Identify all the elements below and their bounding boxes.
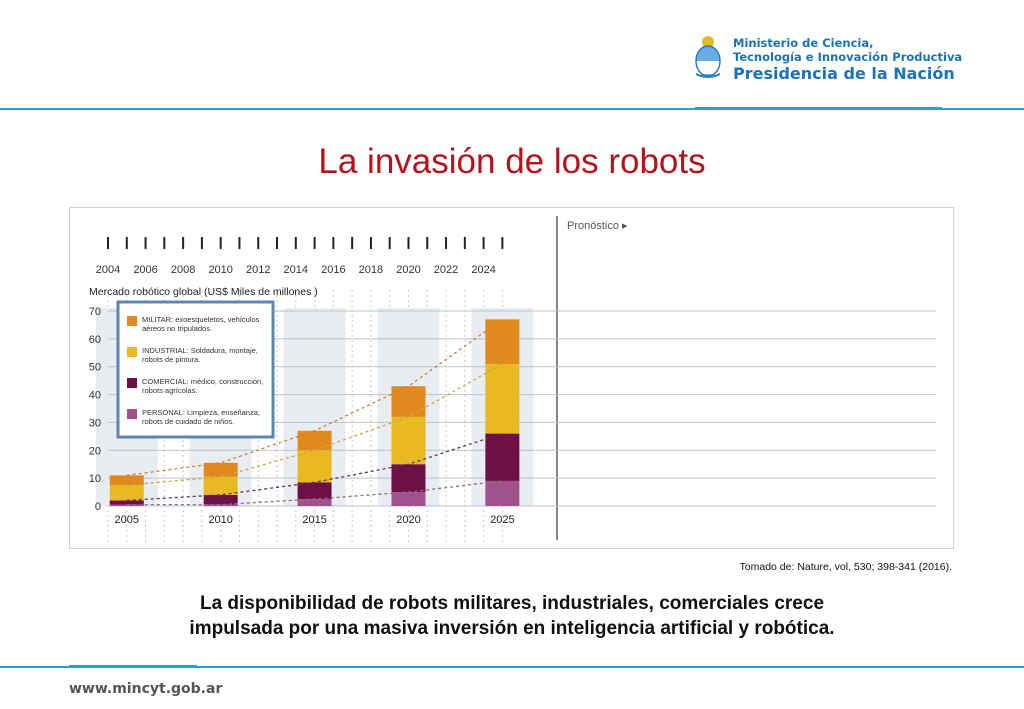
bar-segment xyxy=(485,363,520,434)
legend-label-line: robots de cuidado de niños. xyxy=(142,417,234,426)
logo-line-3: Presidencia de la Nación xyxy=(733,64,955,83)
trend-line xyxy=(126,480,503,506)
bar-segment xyxy=(203,462,238,477)
timeline-year-label: 2014 xyxy=(284,264,308,276)
legend-label-line: robots de pintura. xyxy=(142,355,200,364)
x-category-label: 2005 xyxy=(115,514,139,526)
source-citation: Tomado de: Nature, vol, 530; 398-341 (20… xyxy=(739,561,952,573)
bar-segment xyxy=(485,433,520,481)
legend-label-line: MILITAR: exoesqueletos, vehículos xyxy=(142,315,260,324)
trend-line xyxy=(126,432,503,502)
y-axis-title: Mercado robótico global (US$ Miles de mi… xyxy=(89,286,318,298)
bar-segment xyxy=(391,492,426,506)
slide-title: La invasión de los robots xyxy=(318,142,706,181)
timeline-year-label: 2018 xyxy=(359,264,383,276)
bar-segment xyxy=(109,504,144,506)
y-tick-label: 50 xyxy=(89,362,101,374)
logo-line-1: Ministerio de Ciencia, xyxy=(733,36,874,50)
legend-swatch xyxy=(127,378,137,388)
footer-divider-accent xyxy=(69,665,197,668)
x-category-label: 2025 xyxy=(490,514,514,526)
legend-swatch xyxy=(127,316,137,326)
legend-label: COMERCIAL: médico, construcción, robots a… xyxy=(142,377,263,395)
legend-label: INDUSTRIAL: Soldadura, montaje, robots de… xyxy=(142,346,258,364)
bar-segment xyxy=(391,386,426,417)
y-tick-label: 0 xyxy=(95,501,101,513)
legend-label-line: aéreos no tripulados. xyxy=(142,324,212,333)
bar-segment xyxy=(203,476,238,495)
argentina-coat-of-arms-icon xyxy=(695,36,721,78)
logo-text: Ministerio de Ciencia, Tecnología e Inno… xyxy=(733,36,962,84)
footer-url[interactable]: www.mincyt.gob.ar xyxy=(69,681,223,697)
timeline-year-label: 2016 xyxy=(321,264,345,276)
bar-segment xyxy=(297,450,332,483)
logo-line-2: Tecnología e Innovación Productiva xyxy=(733,50,963,64)
timeline-year-label: 2012 xyxy=(246,264,270,276)
caption-line-2: impulsada por una masiva inversión en in… xyxy=(189,618,835,639)
y-tick-label: 60 xyxy=(89,334,101,346)
y-tick-label: 20 xyxy=(89,445,101,457)
chart-canvas: Pronóstico ▸2004 2006 2008 2010 2012 2014 2016… xyxy=(89,216,936,542)
legend-swatch xyxy=(127,409,137,419)
ministry-logo[interactable]: Ministerio de Ciencia, Tecnología e Inno… xyxy=(693,34,962,84)
timeline-year-label: 2008 xyxy=(171,264,195,276)
y-tick-label: 40 xyxy=(89,390,101,402)
y-tick-label: 30 xyxy=(89,417,101,429)
x-category-label: 2010 xyxy=(208,514,232,526)
legend-label: PERSONAL: Limpieza, enseñanza, robots de … xyxy=(142,408,260,426)
forecast-label: Pronóstico ▸ xyxy=(567,220,628,232)
legend-label-line: robots agrícolas. xyxy=(142,386,197,395)
timeline-year-label: 2024 xyxy=(471,264,495,276)
legend-label-line: INDUSTRIAL: Soldadura, montaje, xyxy=(142,346,258,355)
slide-caption: La disponibilidad de robots militares, i… xyxy=(100,591,924,641)
bar-segment xyxy=(391,464,426,493)
bar-segment xyxy=(203,494,238,505)
timeline-year-label: 2020 xyxy=(396,264,420,276)
robot-market-chart: Pronóstico ▸ 2004 2006 2008 2010 2012 2014 2016… xyxy=(69,207,954,549)
bar-segment xyxy=(485,480,520,506)
bar-segment xyxy=(203,504,238,506)
x-category-label: 2020 xyxy=(396,514,420,526)
bar-segment xyxy=(297,482,332,500)
bar-segment xyxy=(109,500,144,505)
caption-line-1: La disponibilidad de robots militares, i… xyxy=(199,593,825,614)
footer-divider xyxy=(0,666,1024,668)
bar-segment xyxy=(297,499,332,506)
trend-line xyxy=(126,363,503,486)
timeline-year-label: 2006 xyxy=(133,264,157,276)
header-divider-accent xyxy=(695,107,942,110)
legend-label-line: COMERCIAL: médico, construcción, xyxy=(142,377,263,386)
bar-segment xyxy=(391,416,426,465)
legend-label-line: PERSONAL: Limpieza, enseñanza, xyxy=(142,408,260,417)
header-divider xyxy=(0,108,1024,110)
y-tick-label: 70 xyxy=(89,306,101,318)
legend-label: MILITAR: exoesqueletos, vehículos aéreos … xyxy=(142,315,260,333)
bar-segment xyxy=(485,319,520,364)
timeline-year-label: 2004 xyxy=(96,264,120,276)
bar-segment xyxy=(109,485,144,501)
bar-segment xyxy=(109,475,144,486)
x-category-label: 2015 xyxy=(302,514,326,526)
timeline-year-label: 2010 xyxy=(208,264,232,276)
timeline-year-label: 2022 xyxy=(434,264,458,276)
legend-swatch xyxy=(127,347,137,357)
legend-box xyxy=(116,300,275,439)
bar-segment xyxy=(297,430,332,451)
trend-line xyxy=(126,318,503,477)
y-tick-label: 10 xyxy=(89,473,101,485)
